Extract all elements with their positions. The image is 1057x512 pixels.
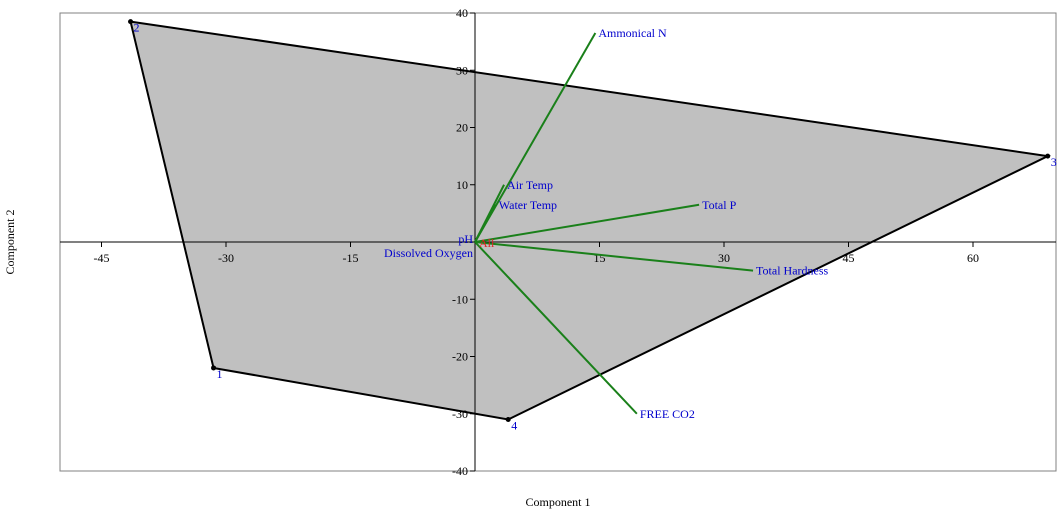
loading-label: Total Hardness <box>756 264 828 278</box>
score-point-label: 2 <box>134 21 140 35</box>
loading-label: FREE CO2 <box>640 407 695 421</box>
loading-vector-line <box>474 204 497 243</box>
x-axis-title: Component 1 <box>526 495 591 509</box>
loading-label: Air Temp <box>507 178 553 192</box>
y-tick-label: 10 <box>456 178 468 192</box>
y-tick-label: -40 <box>452 464 468 478</box>
score-point-marker <box>128 19 134 25</box>
x-tick-label: -45 <box>94 251 110 265</box>
x-tick-label: -15 <box>343 251 359 265</box>
score-point-label: 1 <box>217 367 223 381</box>
y-tick-label: 40 <box>456 6 468 20</box>
y-tick-label: 30 <box>456 63 468 77</box>
score-point-marker <box>1045 153 1051 159</box>
loading-vector-line <box>474 241 638 415</box>
loading-vector-line <box>474 203 700 243</box>
y-tick-label: -10 <box>452 292 468 306</box>
score-point-label: 4 <box>511 418 517 432</box>
group-label-all: All <box>479 236 495 250</box>
x-tick-label: 60 <box>967 251 979 265</box>
x-tick-label: 30 <box>718 251 730 265</box>
loading-label: Ammonical N <box>598 26 667 40</box>
y-tick-label: -20 <box>452 350 468 364</box>
score-point-label: 3 <box>1051 155 1057 169</box>
y-tick-label: -30 <box>452 407 468 421</box>
loading-label: pH <box>458 232 473 246</box>
score-point-marker <box>211 365 217 371</box>
score-point-marker <box>505 416 511 422</box>
loading-label: Water Temp <box>499 198 557 212</box>
loading-vectors: Ammonical N Air Temp Water Temp Total P Tota… <box>384 26 829 421</box>
x-tick-label: -30 <box>218 251 234 265</box>
score-points: 2 3 4 1 <box>128 19 1057 432</box>
loading-label: Total P <box>702 198 736 212</box>
x-tick-label: 15 <box>594 251 606 265</box>
plot-area: -45 -30 -15 15 30 45 60 40 30 20 10 -10 -20 -30 -40 A… <box>59 6 1057 478</box>
loading-vector-line <box>474 241 754 272</box>
y-tick-label: 20 <box>456 121 468 135</box>
convex-hull <box>129 20 1052 421</box>
y-axis-ticks: 40 30 20 10 -10 -20 -30 -40 <box>452 6 475 478</box>
x-tick-label: 45 <box>843 251 855 265</box>
y-axis-title: Component 2 <box>3 210 17 275</box>
loading-label: Dissolved Oxygen <box>384 246 473 260</box>
